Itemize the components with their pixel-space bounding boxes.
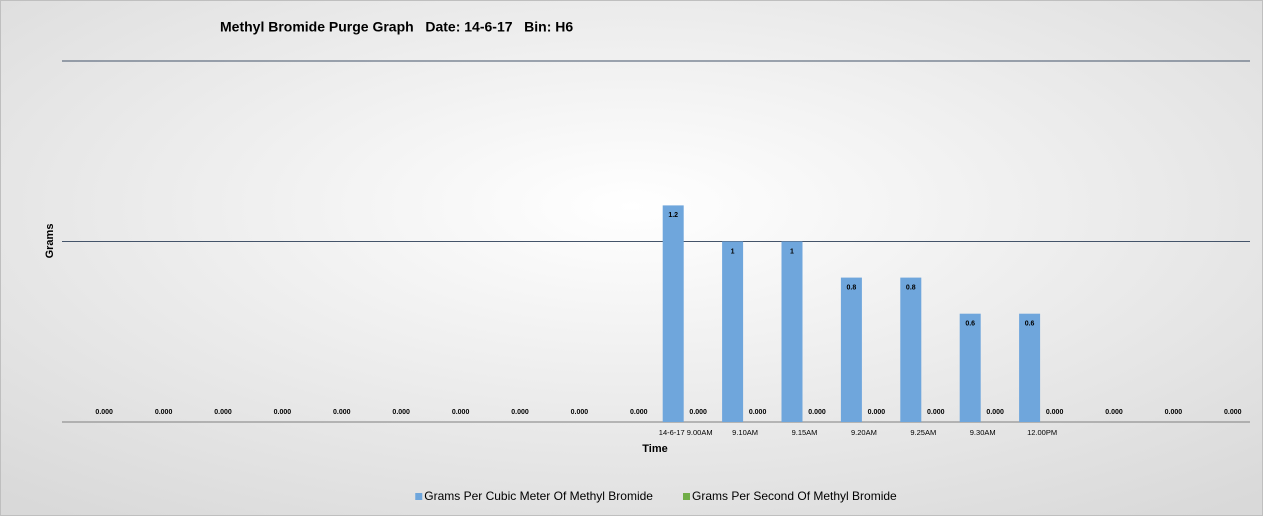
bar	[1019, 313, 1041, 422]
x-tick-label: 9.25AM	[910, 428, 936, 437]
data-label: 0.000	[452, 409, 470, 416]
data-label: 0.6	[1025, 321, 1035, 328]
data-label: 0.000	[986, 409, 1004, 416]
data-label: 0.000	[689, 409, 707, 416]
data-label: 0.000	[749, 409, 767, 416]
data-label: 0.000	[511, 409, 529, 416]
bar	[662, 205, 684, 422]
x-tick-label: 12.00PM	[1027, 428, 1057, 437]
x-tick-label: 9.10AM	[732, 428, 758, 437]
data-label: 1	[790, 248, 794, 255]
data-label: 0.8	[847, 284, 857, 291]
x-tick-label: 9.20AM	[851, 428, 877, 437]
data-label: 1	[731, 248, 735, 255]
y-axis-label: Grams	[44, 224, 56, 259]
data-label: 0.000	[95, 409, 113, 416]
data-label: 0.000	[214, 409, 232, 416]
data-label: 0.6	[965, 321, 975, 328]
data-label: 0.000	[1224, 409, 1242, 416]
data-label: 0.000	[274, 409, 292, 416]
chart-title: Methyl Bromide Purge Graph Date: 14-6-17…	[220, 19, 573, 35]
bar	[722, 241, 744, 422]
data-label: 0.000	[1046, 409, 1064, 416]
data-label: 0.000	[927, 409, 945, 416]
x-tick-label: 9.15AM	[792, 428, 818, 437]
data-label: 0.000	[868, 409, 886, 416]
data-label: 1.2	[668, 212, 678, 219]
legend-label: Grams Per Cubic Meter Of Methyl Bromide	[424, 489, 653, 503]
data-label: 0.000	[630, 409, 648, 416]
data-label: 0.000	[392, 409, 410, 416]
legend-label: Grams Per Second Of Methyl Bromide	[692, 489, 897, 503]
data-label: 0.000	[155, 409, 173, 416]
x-axis-label: Time	[642, 443, 667, 455]
bar	[959, 313, 981, 422]
bar	[781, 241, 803, 422]
legend-swatch	[415, 493, 423, 500]
data-label: 0.000	[571, 409, 589, 416]
data-label: 0.000	[1105, 409, 1123, 416]
bar	[900, 277, 922, 422]
x-tick-label: 9.30AM	[970, 428, 996, 437]
data-label: 0.000	[333, 409, 351, 416]
legend-swatch	[682, 493, 690, 500]
bar	[840, 277, 862, 422]
x-tick-label: 14-6-17 9.00AM	[659, 428, 713, 437]
data-label: 0.8	[906, 284, 916, 291]
data-label: 0.000	[808, 409, 826, 416]
data-label: 0.000	[1165, 409, 1183, 416]
